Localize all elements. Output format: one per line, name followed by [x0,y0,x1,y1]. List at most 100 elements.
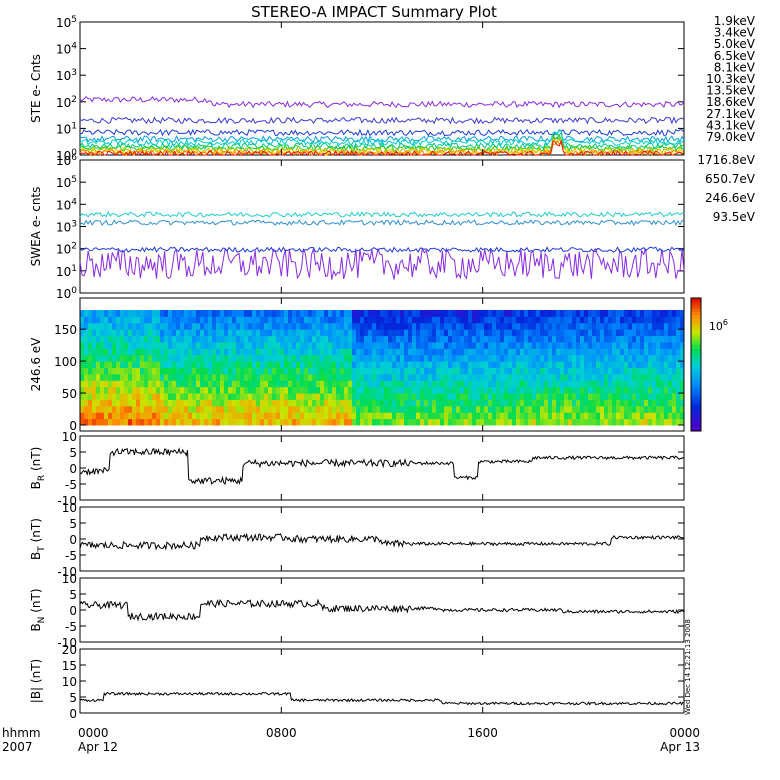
heatmap-cell [196,380,201,388]
heatmap-cell [556,380,561,388]
heatmap-cell [540,412,545,420]
heatmap-cell [404,373,409,381]
heatmap-cell [448,329,453,337]
heatmap-cell [100,367,105,375]
heatmap-cell [608,329,613,337]
heatmap-cell [572,361,577,368]
heatmap-cell [232,354,237,362]
heatmap-cell [476,412,481,420]
heatmap-cell [628,341,633,349]
heatmap-cell [292,310,297,317]
heatmap-cell [300,335,305,343]
heatmap-cell [396,335,401,343]
heatmap-cell [564,322,569,330]
heatmap-cell [644,361,649,368]
heatmap-cell [308,412,313,420]
heatmap-cell [188,348,193,356]
heatmap-cell [672,393,677,400]
heatmap-cell [128,348,133,356]
heatmap-cell [264,386,269,394]
heatmap-cell [608,367,613,375]
heatmap-cell [152,316,157,324]
heatmap-cell [100,386,105,394]
heatmap-cell [80,399,85,407]
heatmap-cell [204,418,209,426]
heatmap-cell [328,316,333,324]
heatmap-cell [524,373,529,381]
heatmap-cell [108,386,113,394]
heatmap-cell [348,341,353,349]
heatmap-cell [100,412,105,420]
heatmap-cell [180,348,185,356]
heatmap-cell [336,310,341,317]
heatmap-cell [656,348,661,356]
heatmap-cell [624,329,629,337]
heatmap-cell [440,367,445,375]
heatmap-cell [260,399,265,407]
heatmap-cell [644,310,649,317]
heatmap-cell [348,380,353,388]
heatmap-cell [84,373,89,381]
heatmap-cell [192,341,197,349]
heatmap-cell [364,373,369,381]
heatmap-cell [356,310,361,317]
heatmap-cell [612,380,617,388]
heatmap-cell [120,322,125,330]
heatmap-cell [556,367,561,375]
heatmap-cell [556,399,561,407]
heatmap-cell [436,418,441,426]
heatmap-cell [280,354,285,362]
heatmap-cell [392,335,397,343]
heatmap-cell [588,316,593,324]
heatmap-cell [112,367,117,375]
heatmap-cell [312,399,317,407]
heatmap-cell [80,341,85,349]
heatmap-cell [580,386,585,394]
series-line [79,210,685,218]
heatmap-cell [156,393,161,400]
heatmap-cell [228,322,233,330]
heatmap-cell [224,380,229,388]
heatmap-cell [316,386,321,394]
heatmap-cell [132,373,137,381]
heatmap-cell [592,373,597,381]
heatmap-cell [168,316,173,324]
heatmap-cell [172,399,177,407]
heatmap-cell [284,393,289,400]
heatmap-cell [436,405,441,413]
heatmap-cell [520,322,525,330]
heatmap-cell [656,310,661,317]
heatmap-cell [460,373,465,381]
heatmap-cell [508,412,513,420]
heatmap-cell [224,373,229,381]
heatmap-cell [296,418,301,426]
heatmap-cell [520,335,525,343]
heatmap-cell [520,354,525,362]
heatmap-cell [540,354,545,362]
heatmap-cell [320,348,325,356]
heatmap-cell [520,361,525,368]
heatmap-cell [536,373,541,381]
heatmap-cell [352,310,357,317]
heatmap-cell [484,380,489,388]
heatmap-cell [176,329,181,337]
heatmap-cell [444,361,449,368]
heatmap-cell [660,335,665,343]
heatmap-cell [524,341,529,349]
heatmap-cell [668,405,673,413]
heatmap-cell [440,418,445,426]
heatmap-cell [104,310,109,317]
heatmap-cell [508,380,513,388]
heatmap-cell [104,418,109,426]
heatmap-cell [360,310,365,317]
heatmap-cell [368,412,373,420]
heatmap-cell [680,341,685,349]
heatmap-cell [168,393,173,400]
heatmap-cell [600,348,605,356]
heatmap-cell [268,380,273,388]
heatmap-cell [636,341,641,349]
heatmap-cell [488,367,493,375]
x-tick-label: 1600 [467,726,498,740]
heatmap-cell [156,367,161,375]
heatmap-cell [268,361,273,368]
